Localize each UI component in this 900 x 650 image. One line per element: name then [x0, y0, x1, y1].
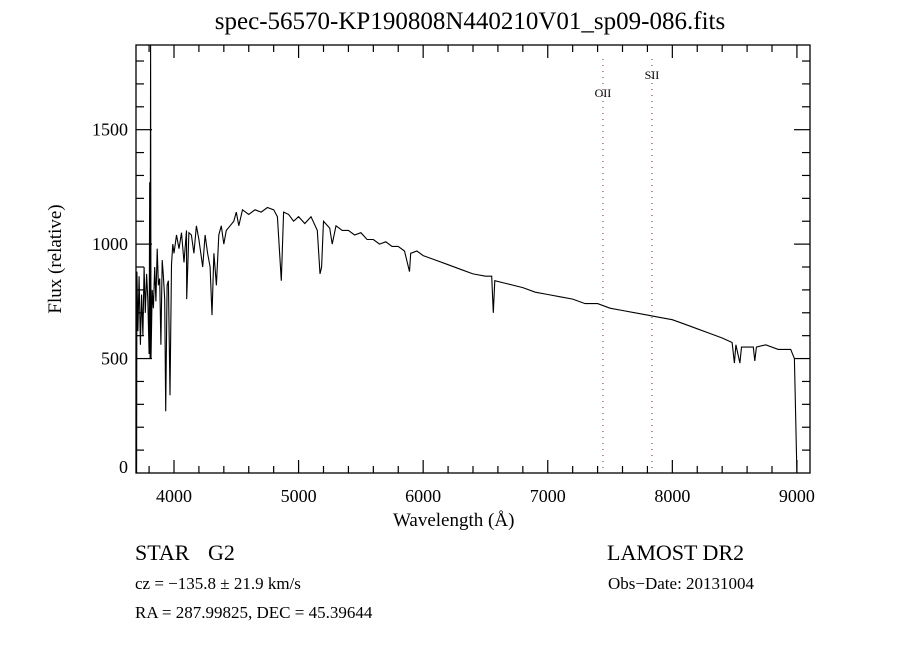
- plot-frame: [135, 44, 811, 474]
- x-tick-label: 6000: [405, 486, 441, 506]
- object-subclass: G2: [208, 540, 235, 565]
- emission-line-label: OII: [595, 86, 612, 100]
- emission-line-label: SII: [645, 68, 660, 82]
- survey-name: LAMOST DR2: [607, 540, 745, 565]
- y-tick-label: 0: [119, 457, 128, 477]
- y-tick-label: 1500: [92, 120, 128, 140]
- y-axis-label: Flux (relative): [45, 204, 66, 314]
- coordinates: RA = 287.99825, DEC = 45.39644: [135, 603, 373, 622]
- object-class: STAR: [135, 540, 190, 565]
- y-tick-label: 500: [101, 349, 128, 369]
- redshift-velocity: cz = −135.8 ± 21.9 km/s: [135, 574, 301, 593]
- y-tick-label: 1000: [92, 234, 128, 254]
- chart-title: spec-56570-KP190808N440210V01_sp09-086.f…: [214, 8, 726, 35]
- x-tick-label: 4000: [156, 486, 192, 506]
- spectrum-line: [136, 44, 798, 474]
- x-tick-label: 7000: [530, 486, 566, 506]
- x-axis-label: Wavelength (Å): [393, 510, 515, 531]
- x-tick-label: 8000: [654, 486, 690, 506]
- x-tick-label: 5000: [281, 486, 317, 506]
- x-tick-label: 9000: [779, 486, 815, 506]
- observation-date: Obs−Date: 20131004: [608, 574, 755, 593]
